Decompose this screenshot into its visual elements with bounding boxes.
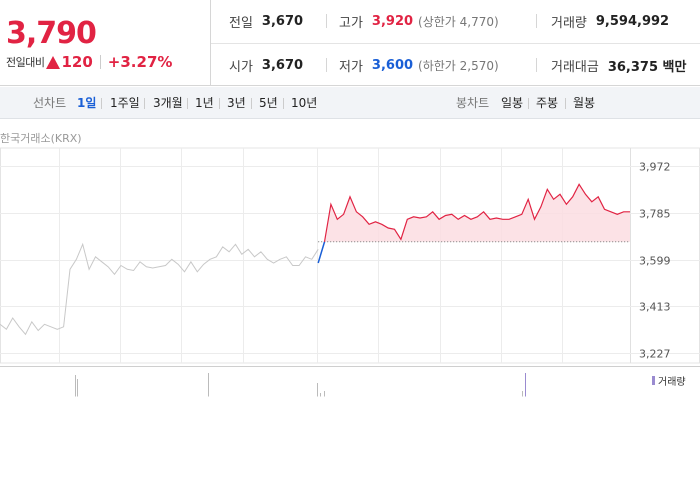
volume-value: 9,594,992: [595, 14, 670, 29]
high-value: 3,920: [371, 14, 414, 29]
divider: [219, 98, 220, 109]
lower-limit: (하한가 2,570): [418, 59, 499, 73]
divider: [326, 58, 327, 72]
divider: [536, 58, 537, 72]
trade-value-value: 36,375 백만: [607, 60, 687, 75]
y-tick-label: 3,972: [639, 161, 671, 174]
prev-close-cell: 전일 3,670: [229, 0, 303, 43]
open-cell: 시가 3,670: [229, 44, 303, 87]
volume-legend-swatch: [652, 376, 655, 385]
y-tick-label: 3,599: [639, 255, 671, 268]
y-tick-label: 3,785: [639, 208, 671, 221]
previous-day-series-line: [0, 242, 319, 336]
period-tab-5y[interactable]: 5년: [259, 96, 278, 110]
upper-limit: (상한가 4,770): [418, 15, 499, 29]
volume-cell: 거래량 9,594,992: [551, 0, 669, 43]
period-tab-1w[interactable]: 1주일: [110, 96, 140, 110]
open-value: 3,670: [261, 58, 304, 73]
period-tab-3m[interactable]: 3개월: [153, 96, 183, 110]
divider: [283, 98, 284, 109]
plot-frame: [0, 147, 700, 364]
period-tab-10y[interactable]: 10년: [291, 96, 318, 110]
period-tab-3y[interactable]: 3년: [227, 96, 246, 110]
today-area-fill: [318, 184, 630, 242]
low-value: 3,600: [371, 58, 414, 73]
trade-value-cell: 거래대금 36,375 백만: [551, 44, 686, 87]
period-tab-1y[interactable]: 1년: [195, 96, 214, 110]
candle-tab-daily[interactable]: 일봉: [501, 96, 524, 110]
divider: [99, 55, 101, 69]
high-label: 고가: [339, 16, 363, 31]
period-tab-1d[interactable]: 1일: [77, 96, 97, 110]
divider: [187, 98, 188, 109]
prev-close-value: 3,670: [261, 14, 304, 29]
volume-legend: 거래량: [652, 373, 686, 388]
up-triangle-icon: [46, 55, 61, 69]
change-value: 120: [61, 53, 93, 71]
low-cell: 저가 3,600 (하한가 2,570): [339, 44, 499, 87]
low-label: 저가: [339, 60, 363, 75]
today-series-line: [323, 183, 630, 242]
quote-summary: 3,790 전일대비 120 +3.27% 전일 3,670 고가 3,920 …: [0, 0, 700, 86]
line-chart-label: 선차트: [33, 96, 67, 110]
today-down-segment: [317, 241, 326, 264]
change-row: 전일대비 120 +3.27%: [6, 52, 172, 72]
y-tick-label: 3,413: [639, 301, 671, 314]
prev-close-label: 전일: [229, 16, 253, 31]
divider: [251, 98, 252, 109]
divider: [536, 14, 537, 28]
quote-detail-grid: 전일 3,670 고가 3,920 (상한가 4,770) 거래량 9,594,…: [210, 0, 700, 86]
trade-value-label: 거래대금: [551, 60, 599, 75]
high-cell: 고가 3,920 (상한가 4,770): [339, 0, 499, 43]
data-source-label: 한국거래소(KRX): [0, 132, 82, 145]
current-price-panel: 3,790 전일대비 120 +3.27%: [0, 0, 210, 86]
change-percent: +3.27%: [107, 53, 173, 71]
divider: [144, 98, 145, 109]
divider: [528, 98, 529, 109]
candle-tab-monthly[interactable]: 월봉: [573, 96, 596, 110]
current-price: 3,790: [6, 16, 97, 51]
divider: [565, 98, 566, 109]
candle-tab-weekly[interactable]: 주봉: [536, 96, 559, 110]
row-divider: [211, 43, 700, 44]
chart-period-toolbar: 선차트 1일 1주일 3개월 1년 3년 5년 10년 봉차트 일봉 주봉 월봉: [0, 87, 700, 119]
volume-legend-label: 거래량: [658, 377, 686, 388]
divider: [326, 14, 327, 28]
open-label: 시가: [229, 60, 253, 75]
volume-label: 거래량: [551, 16, 587, 31]
change-label: 전일대비: [6, 56, 45, 69]
candle-chart-label: 봉차트: [456, 96, 490, 110]
y-tick-label: 3,227: [639, 348, 671, 361]
divider: [101, 98, 102, 109]
